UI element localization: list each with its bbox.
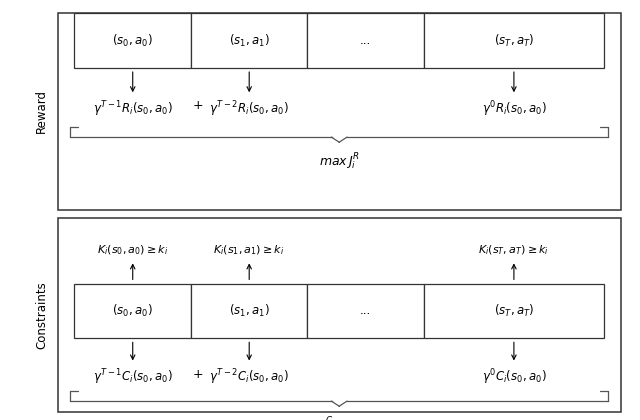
Text: $\gamma^{T-2}R_i(s_0, a_0)$: $\gamma^{T-2}R_i(s_0, a_0)$ (209, 100, 289, 119)
Text: ...: ... (360, 304, 371, 318)
Bar (191, 13, 307, 68)
Text: $\gamma^{0}R_i(s_0, a_0)$: $\gamma^{0}R_i(s_0, a_0)$ (481, 100, 546, 119)
Text: $J_i^C \geq c_i$: $J_i^C \geq c_i$ (319, 416, 359, 420)
Text: $(s_1, a_1)$: $(s_1, a_1)$ (229, 303, 269, 319)
Text: Reward: Reward (35, 89, 48, 133)
Text: Constraints: Constraints (35, 281, 48, 349)
Text: $(s_1, a_1)$: $(s_1, a_1)$ (229, 32, 269, 49)
Bar (307, 13, 424, 68)
Bar (424, 13, 604, 68)
Text: $K_i(s_0, a_0) \geq k_i$: $K_i(s_0, a_0) \geq k_i$ (97, 244, 168, 257)
Text: ...: ... (360, 34, 371, 47)
Bar (58, 13, 621, 210)
Bar (424, 284, 604, 338)
Text: $(s_0, a_0)$: $(s_0, a_0)$ (113, 303, 153, 319)
Text: $(s_T, a_T)$: $(s_T, a_T)$ (494, 32, 534, 49)
Text: $+$: $+$ (192, 100, 203, 113)
Bar (191, 284, 307, 338)
Text: $\gamma^{0}C_i(s_0, a_0)$: $\gamma^{0}C_i(s_0, a_0)$ (481, 368, 546, 387)
Text: $max\, J_i^R$: $max\, J_i^R$ (319, 152, 360, 172)
Bar (74, 13, 191, 68)
Bar (58, 218, 621, 412)
Text: $\gamma^{T-1}R_i(s_0, a_0)$: $\gamma^{T-1}R_i(s_0, a_0)$ (93, 100, 173, 119)
Text: $\gamma^{T-2}C_i(s_0, a_0)$: $\gamma^{T-2}C_i(s_0, a_0)$ (209, 368, 289, 387)
Text: $K_i(s_1, a_1) \geq k_i$: $K_i(s_1, a_1) \geq k_i$ (214, 244, 285, 257)
Text: $(s_0, a_0)$: $(s_0, a_0)$ (113, 32, 153, 49)
Text: $K_i(s_T, a_T) \geq k_i$: $K_i(s_T, a_T) \geq k_i$ (478, 244, 550, 257)
Bar (74, 284, 191, 338)
Bar (307, 284, 424, 338)
Text: $+$: $+$ (192, 368, 203, 381)
Text: $\gamma^{T-1}C_i(s_0, a_0)$: $\gamma^{T-1}C_i(s_0, a_0)$ (93, 368, 173, 387)
Text: $(s_T, a_T)$: $(s_T, a_T)$ (494, 303, 534, 319)
